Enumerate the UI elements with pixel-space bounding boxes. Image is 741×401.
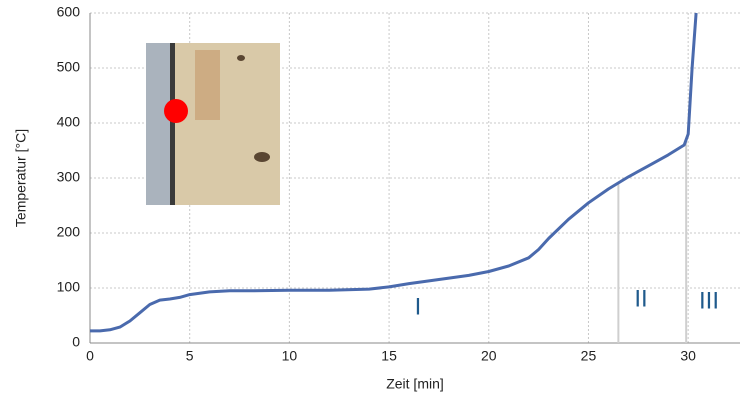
phase-label: I	[415, 293, 422, 320]
inset-photo	[146, 43, 280, 205]
x-tick-label: 15	[381, 348, 397, 364]
phase-label: III	[699, 287, 719, 314]
y-tick-label: 500	[57, 59, 81, 75]
y-tick-label: 0	[72, 334, 80, 350]
x-tick-label: 30	[680, 348, 696, 364]
y-tick-label: 300	[57, 169, 81, 185]
y-axis-label: Temperatur [°C]	[13, 129, 29, 227]
phase-label: II	[634, 285, 647, 312]
x-axis-label: Zeit [min]	[386, 376, 444, 392]
x-tick-label: 5	[186, 348, 194, 364]
x-tick-label: 20	[481, 348, 497, 364]
y-tick-label: 100	[57, 279, 81, 295]
y-tick-label: 600	[57, 4, 81, 20]
x-tick-label: 10	[282, 348, 298, 364]
x-tick-label: 0	[86, 348, 94, 364]
chart: Zeit [min] Temperatur [°C] 0100200300400…	[0, 0, 741, 401]
y-tick-label: 400	[57, 114, 81, 130]
y-tick-label: 200	[57, 224, 81, 240]
x-tick-label: 25	[581, 348, 597, 364]
